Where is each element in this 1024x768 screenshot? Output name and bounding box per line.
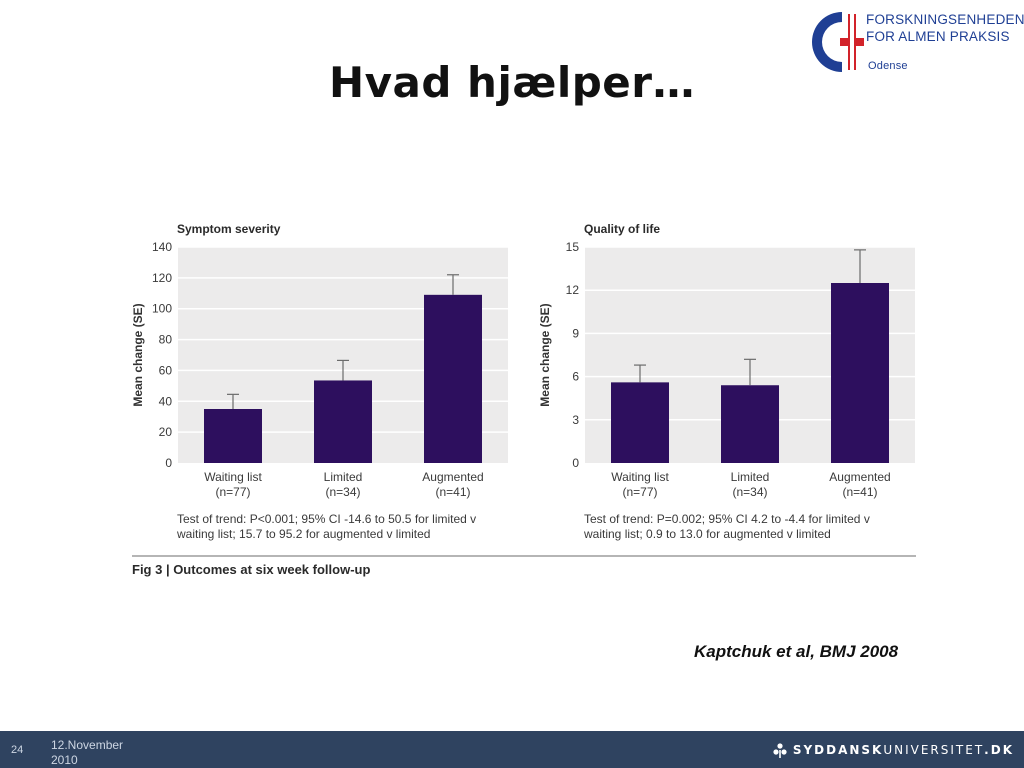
slide-title: Hvad hjælper… bbox=[328, 58, 696, 107]
x-tick-label: Augmented bbox=[829, 470, 890, 484]
x-tick-label: Augmented bbox=[422, 470, 483, 484]
trend-note-line-2: waiting list; 0.9 to 13.0 for augmented … bbox=[584, 527, 831, 541]
x-tick-n-label: (n=41) bbox=[435, 485, 470, 499]
trend-note-line-1: Test of trend: P=0.002; 95% CI 4.2 to -4… bbox=[584, 512, 870, 526]
trend-note-line-2: waiting list; 15.7 to 95.2 for augmented… bbox=[177, 527, 431, 541]
trend-note-line-1: Test of trend: P<0.001; 95% CI -14.6 to … bbox=[177, 512, 477, 526]
forskningsenheden-logo: FORSKNINGSENHEDEN FOR ALMEN PRAKSIS Oden… bbox=[812, 8, 1024, 80]
y-tick-label: 3 bbox=[572, 413, 579, 427]
x-tick-label: Waiting list bbox=[204, 470, 262, 484]
y-tick-label: 40 bbox=[159, 394, 173, 408]
figure-caption: Fig 3 | Outcomes at six week follow-up bbox=[132, 562, 371, 577]
bar-waiting-list bbox=[611, 382, 669, 463]
trend-note-quality-of-life: Test of trend: P=0.002; 95% CI 4.2 to -4… bbox=[584, 512, 870, 542]
research-unit-emblem-icon bbox=[812, 12, 864, 72]
sdu-emblem-icon bbox=[773, 743, 787, 758]
y-tick-label: 120 bbox=[152, 271, 172, 285]
y-tick-label: 15 bbox=[566, 240, 580, 254]
logo-line-2: FOR ALMEN PRAKSIS bbox=[866, 29, 1010, 44]
bar-waiting-list bbox=[204, 409, 262, 463]
x-tick-n-label: (n=34) bbox=[325, 485, 360, 499]
y-tick-label: 60 bbox=[159, 363, 173, 377]
sdu-wordmark: SYDDANSKUNIVERSITET.DK bbox=[792, 743, 1014, 757]
sdu-logo: SYDDANSKUNIVERSITET.DK bbox=[772, 741, 1014, 759]
y-tick-label: 0 bbox=[165, 456, 172, 470]
y-tick-label: 20 bbox=[159, 425, 173, 439]
y-tick-label: 0 bbox=[572, 456, 579, 470]
x-tick-label: Waiting list bbox=[611, 470, 669, 484]
footer-date: 12.November 2010 bbox=[51, 738, 124, 767]
chart-title-quality-of-life: Quality of life bbox=[584, 222, 661, 236]
x-tick-n-label: (n=77) bbox=[215, 485, 250, 499]
y-axis-label: Mean change (SE) bbox=[131, 303, 145, 406]
citation: Kaptchuk et al, BMJ 2008 bbox=[694, 642, 899, 661]
logo-line-1: FORSKNINGSENHEDEN bbox=[866, 12, 1024, 27]
y-axis-label: Mean change (SE) bbox=[538, 303, 552, 406]
y-tick-label: 12 bbox=[566, 283, 580, 297]
y-tick-label: 140 bbox=[152, 240, 172, 254]
y-tick-label: 100 bbox=[152, 302, 172, 316]
bar-augmented bbox=[424, 294, 482, 463]
trend-note-symptom-severity: Test of trend: P<0.001; 95% CI -14.6 to … bbox=[177, 512, 476, 542]
bar-limited bbox=[314, 380, 372, 463]
x-tick-label: Limited bbox=[324, 470, 363, 484]
figure: 0 20 40 60 80 100 120 140 Mean change (SE) Waitin… bbox=[128, 210, 920, 590]
chart-title-symptom-severity: Symptom severity bbox=[177, 222, 281, 236]
x-tick-label: Limited bbox=[731, 470, 770, 484]
footer-bar: 24 12.November 2010 SYDDANSKUNIVERSITET.… bbox=[0, 731, 1024, 768]
y-tick-label: 6 bbox=[572, 370, 579, 384]
logo-line-3: Odense bbox=[868, 60, 908, 72]
x-tick-n-label: (n=34) bbox=[732, 485, 767, 499]
y-tick-label: 80 bbox=[159, 333, 173, 347]
bar-augmented bbox=[831, 283, 889, 463]
y-tick-label: 9 bbox=[572, 326, 579, 340]
x-tick-n-label: (n=77) bbox=[622, 485, 657, 499]
x-tick-n-label: (n=41) bbox=[842, 485, 877, 499]
bar-limited bbox=[721, 385, 779, 463]
figure-divider bbox=[132, 555, 916, 557]
slide-number: 24 bbox=[11, 744, 24, 756]
